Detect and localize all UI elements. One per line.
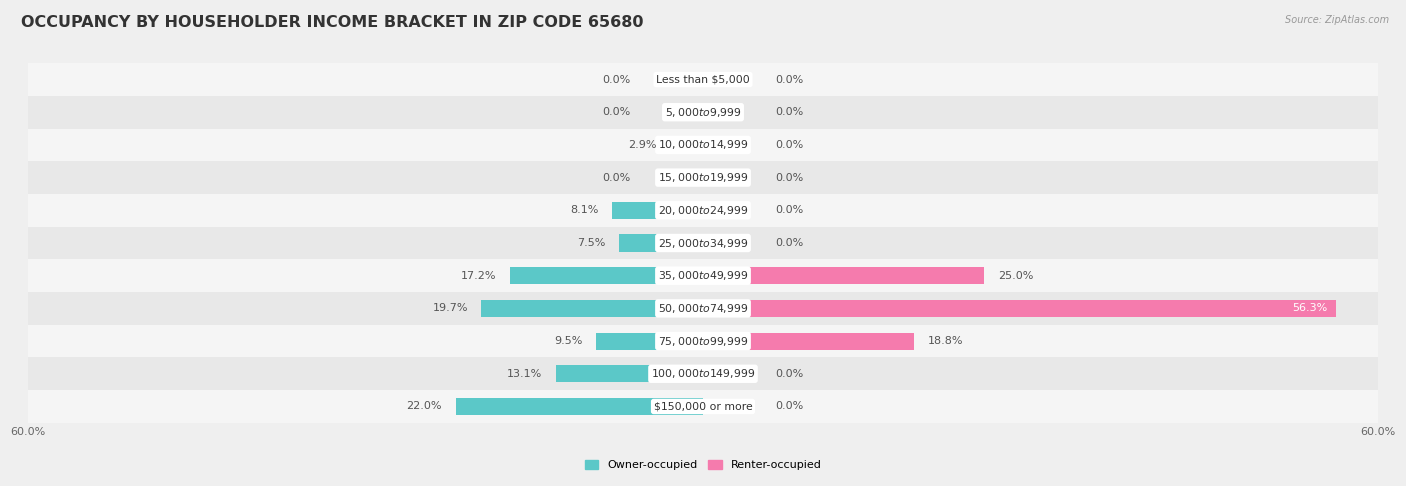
Text: $15,000 to $19,999: $15,000 to $19,999 xyxy=(658,171,748,184)
Bar xyxy=(28,194,1378,226)
Text: 0.0%: 0.0% xyxy=(776,401,804,412)
Text: 19.7%: 19.7% xyxy=(433,303,468,313)
Text: 22.0%: 22.0% xyxy=(406,401,441,412)
Text: 0.0%: 0.0% xyxy=(776,173,804,183)
Bar xyxy=(28,260,1378,292)
Text: 7.5%: 7.5% xyxy=(576,238,605,248)
Text: 13.1%: 13.1% xyxy=(508,369,543,379)
Text: 0.0%: 0.0% xyxy=(602,74,630,85)
Bar xyxy=(596,332,703,349)
Text: $50,000 to $74,999: $50,000 to $74,999 xyxy=(658,302,748,315)
Text: 0.0%: 0.0% xyxy=(602,173,630,183)
Text: 56.3%: 56.3% xyxy=(1292,303,1327,313)
Bar xyxy=(481,300,703,317)
Bar xyxy=(671,137,703,154)
Text: $25,000 to $34,999: $25,000 to $34,999 xyxy=(658,237,748,249)
Text: $20,000 to $24,999: $20,000 to $24,999 xyxy=(658,204,748,217)
Text: OCCUPANCY BY HOUSEHOLDER INCOME BRACKET IN ZIP CODE 65680: OCCUPANCY BY HOUSEHOLDER INCOME BRACKET … xyxy=(21,15,644,30)
Text: $5,000 to $9,999: $5,000 to $9,999 xyxy=(665,106,741,119)
Bar xyxy=(555,365,703,382)
Bar xyxy=(703,267,984,284)
Text: 0.0%: 0.0% xyxy=(776,369,804,379)
Text: 2.9%: 2.9% xyxy=(628,140,657,150)
Text: Less than $5,000: Less than $5,000 xyxy=(657,74,749,85)
Bar xyxy=(28,63,1378,96)
Text: $35,000 to $49,999: $35,000 to $49,999 xyxy=(658,269,748,282)
Bar xyxy=(28,325,1378,357)
Text: 8.1%: 8.1% xyxy=(569,205,599,215)
Text: Source: ZipAtlas.com: Source: ZipAtlas.com xyxy=(1285,15,1389,25)
Bar xyxy=(28,357,1378,390)
Bar xyxy=(456,398,703,415)
Text: 0.0%: 0.0% xyxy=(776,205,804,215)
Bar xyxy=(509,267,703,284)
Bar xyxy=(28,96,1378,129)
Bar xyxy=(28,226,1378,260)
Bar xyxy=(619,235,703,251)
Legend: Owner-occupied, Renter-occupied: Owner-occupied, Renter-occupied xyxy=(581,455,825,475)
Text: 25.0%: 25.0% xyxy=(998,271,1033,281)
Text: $100,000 to $149,999: $100,000 to $149,999 xyxy=(651,367,755,380)
Text: 0.0%: 0.0% xyxy=(776,74,804,85)
Bar xyxy=(612,202,703,219)
Bar xyxy=(28,292,1378,325)
Bar xyxy=(28,161,1378,194)
Text: 17.2%: 17.2% xyxy=(461,271,496,281)
Text: 0.0%: 0.0% xyxy=(602,107,630,117)
Text: 0.0%: 0.0% xyxy=(776,238,804,248)
Text: 9.5%: 9.5% xyxy=(554,336,582,346)
Text: 18.8%: 18.8% xyxy=(928,336,963,346)
Bar xyxy=(703,332,914,349)
Bar xyxy=(28,129,1378,161)
Text: $150,000 or more: $150,000 or more xyxy=(654,401,752,412)
Text: $10,000 to $14,999: $10,000 to $14,999 xyxy=(658,139,748,152)
Text: 0.0%: 0.0% xyxy=(776,140,804,150)
Text: 0.0%: 0.0% xyxy=(776,107,804,117)
Bar xyxy=(703,300,1336,317)
Bar xyxy=(28,390,1378,423)
Text: $75,000 to $99,999: $75,000 to $99,999 xyxy=(658,334,748,347)
